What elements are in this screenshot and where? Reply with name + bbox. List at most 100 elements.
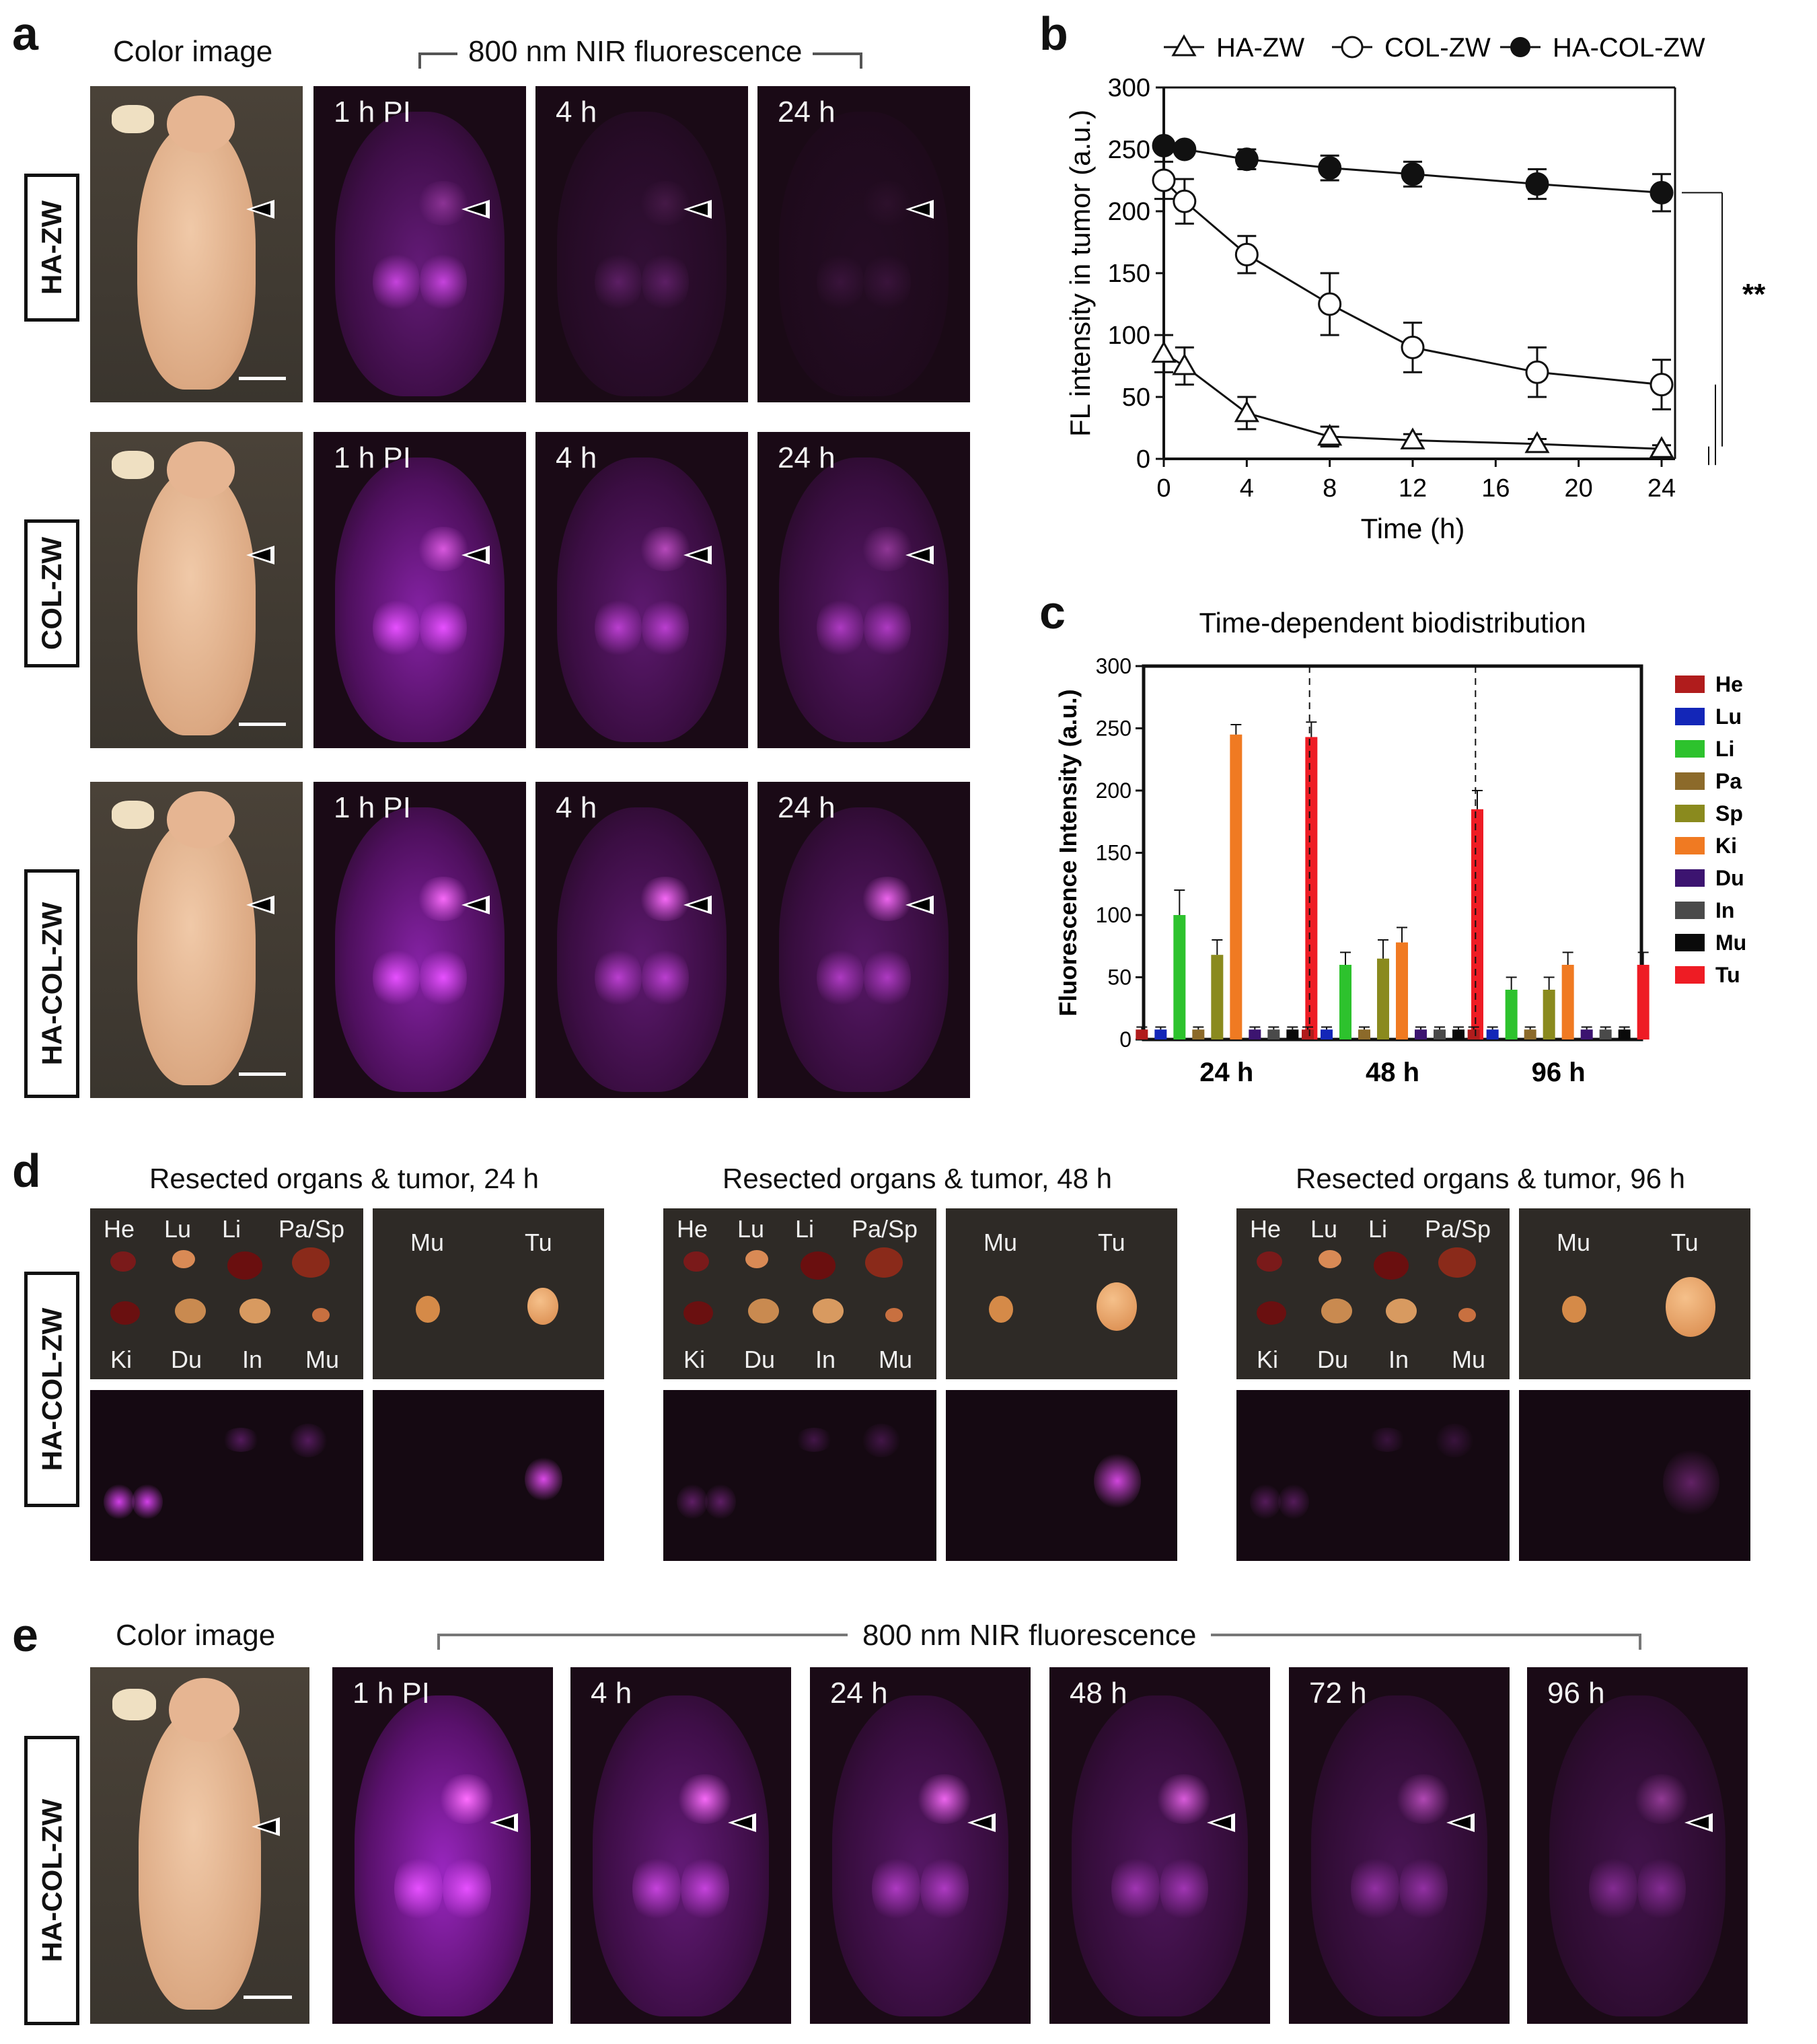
legend-swatch xyxy=(1675,934,1705,951)
nir-kidney-glow-left xyxy=(595,946,642,1010)
panel-d-row-label: HA-COL-ZW xyxy=(24,1272,79,1507)
nir-kidney-right xyxy=(1278,1484,1309,1519)
bar-Ki xyxy=(1230,734,1243,1039)
time-label: 1 h PI xyxy=(334,791,411,824)
nir-mouse-silhouette xyxy=(334,111,505,396)
tumor-arrow-icon-inner xyxy=(1690,1817,1709,1829)
organ-label-du: Du xyxy=(171,1346,202,1373)
nir-kidney-right xyxy=(705,1484,736,1519)
nir-kidney-glow-left xyxy=(373,596,420,660)
organ-specimen xyxy=(1438,1247,1476,1278)
organ-label-li: Li xyxy=(795,1215,815,1243)
nir-kidney-glow-left xyxy=(394,1852,443,1924)
organ-label-mu: Mu xyxy=(1452,1346,1486,1373)
x-tick-label: 16 xyxy=(1481,474,1510,503)
y-tick-label: 150 xyxy=(1108,260,1150,288)
panel-letter-b: b xyxy=(1039,7,1068,60)
tumor-arrow-icon-inner xyxy=(911,549,930,562)
data-point-filled-circle xyxy=(1649,180,1674,205)
organ-specimen xyxy=(239,1299,270,1323)
panel-e-nir-tile: 4 h xyxy=(570,1667,791,2024)
nir-tumor xyxy=(1663,1449,1719,1516)
legend-label: Lu xyxy=(1715,704,1742,729)
organ-label-lu: Lu xyxy=(1310,1215,1338,1243)
nir-kidney-glow-right xyxy=(864,596,911,660)
tumor-arrow-icon-inner xyxy=(467,899,486,912)
nir-tumor-glow xyxy=(1155,1774,1213,1825)
time-label: 24 h xyxy=(778,441,836,474)
organ-label-he: He xyxy=(677,1215,708,1243)
bar-Lu xyxy=(1154,1029,1167,1039)
tumor-photo-tile: Mu Tu xyxy=(373,1208,604,1379)
nir-mouse-silhouette xyxy=(778,807,949,1092)
panel-a-row-label: COL-ZW xyxy=(24,519,79,667)
legend-label: Sp xyxy=(1715,801,1743,826)
bar-In xyxy=(1267,1029,1280,1039)
time-label: 1 h PI xyxy=(353,1677,430,1710)
nir-mouse-silhouette xyxy=(1071,1695,1249,2017)
nir-kidney-glow-right xyxy=(920,1852,969,1924)
x-tick-label: 24 xyxy=(1647,474,1676,503)
nir-tumor-glow xyxy=(438,1774,496,1825)
tumor-arrow-icon-inner xyxy=(733,1817,752,1829)
nir-kidney-glow-right xyxy=(642,596,689,660)
nir-mouse-silhouette xyxy=(1310,1695,1488,2017)
bar-Pa xyxy=(1524,1029,1536,1039)
organ-specimen xyxy=(172,1250,195,1269)
tumor-arrow-icon-inner xyxy=(911,899,930,912)
organ-specimen xyxy=(1386,1299,1417,1323)
data-point-triangle xyxy=(1151,340,1177,363)
nir-kidney-right xyxy=(132,1484,163,1519)
nir-kidney-glow-left xyxy=(373,946,420,1010)
scale-bar xyxy=(244,1995,292,1999)
organ-label-ki: Ki xyxy=(110,1346,133,1373)
legend-label: Tu xyxy=(1715,963,1740,987)
tumor-arrow-icon-inner xyxy=(467,203,486,216)
panel-e-nir-tile: 24 h xyxy=(810,1667,1031,2024)
tumor-arrow-icon-inner xyxy=(689,549,708,562)
data-point-open-circle xyxy=(1401,335,1425,359)
nir-kidney-glow-left xyxy=(817,946,864,1010)
nir-mouse-silhouette xyxy=(778,457,949,742)
panel-b-line-chart: 0 50 100 150 200 250 300 0 4 8 12 16 20 24 Time (h) FL … xyxy=(1064,33,1766,544)
tumor-arrow-icon-inner xyxy=(467,549,486,562)
bar-Li xyxy=(1339,965,1351,1039)
bar-Tu xyxy=(1471,809,1483,1039)
bar-Mu xyxy=(1452,1029,1464,1039)
organ-label-li: Li xyxy=(1368,1215,1388,1243)
panel-e-color-photo xyxy=(90,1667,309,2024)
organ-label-tu: Tu xyxy=(1671,1229,1699,1256)
bar-Lu xyxy=(1321,1029,1333,1039)
scale-bar xyxy=(239,723,286,727)
category-label: 96 h xyxy=(1532,1058,1586,1087)
organ-label-tu: Tu xyxy=(1098,1229,1125,1256)
time-label: 72 h xyxy=(1309,1677,1367,1710)
legend-marker-triangle xyxy=(1171,34,1197,57)
bar-Lu xyxy=(1486,1029,1499,1039)
tumor-arrow-icon-inner xyxy=(252,899,270,912)
time-label: 4 h xyxy=(556,96,597,129)
panel-e-nir-header: 800 nm NIR fluorescence xyxy=(848,1619,1212,1652)
time-label: 4 h xyxy=(556,791,597,824)
organ-specimen xyxy=(683,1251,709,1272)
organ-label-mu: Mu xyxy=(879,1346,913,1373)
nir-image-tile: 4 h xyxy=(535,432,748,748)
time-label: 48 h xyxy=(1070,1677,1127,1710)
panel-e-row-label: HA-COL-ZW xyxy=(24,1736,79,2025)
organ-label-in: In xyxy=(242,1346,263,1373)
color-image-header: Color image xyxy=(113,35,273,68)
nir-kidney-glow-right xyxy=(1160,1852,1209,1924)
legend-label: Du xyxy=(1715,866,1744,890)
y-tick-label: 50 xyxy=(1122,384,1150,412)
organ-specimen xyxy=(1257,1251,1282,1272)
nir-mouse-silhouette xyxy=(778,111,949,396)
organ-nir-tile xyxy=(90,1390,363,1561)
chart-title: Time-dependent biodistribution xyxy=(1199,607,1586,638)
legend-label: Ki xyxy=(1715,834,1737,858)
organ-label-in: In xyxy=(1388,1346,1409,1373)
nir-image-tile: 1 h PI xyxy=(313,782,526,1098)
data-point-open-circle xyxy=(1234,242,1259,266)
muscle-specimen xyxy=(989,1296,1013,1323)
bar-Tu xyxy=(1305,737,1318,1039)
resected-group-title: Resected organs & tumor, 24 h xyxy=(149,1163,539,1194)
